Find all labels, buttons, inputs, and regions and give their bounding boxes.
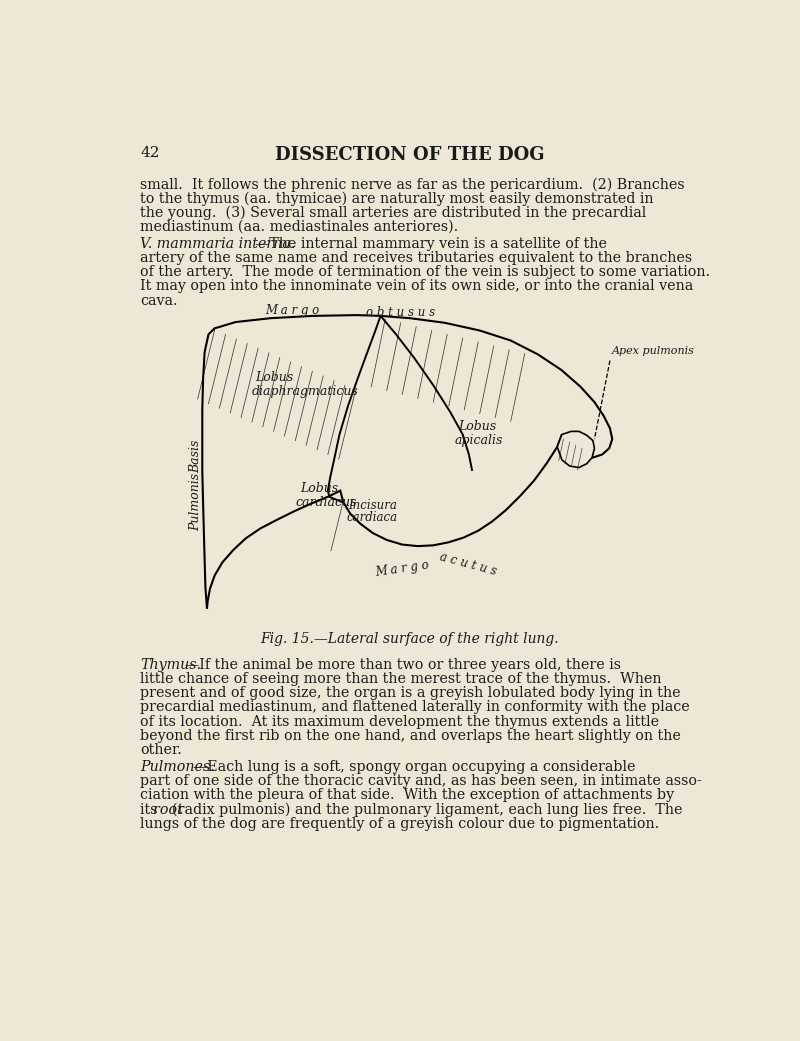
Text: of its location.  At its maximum development the thymus extends a little: of its location. At its maximum developm… xyxy=(140,715,659,729)
Polygon shape xyxy=(202,315,612,609)
Text: Fig. 15.—Lateral surface of the right lung.: Fig. 15.—Lateral surface of the right lu… xyxy=(261,632,559,645)
Text: —The internal mammary vein is a satellite of the: —The internal mammary vein is a satellit… xyxy=(255,236,607,251)
Text: its: its xyxy=(140,803,162,816)
Text: of the artery.  The mode of termination of the vein is subject to some variation: of the artery. The mode of termination o… xyxy=(140,265,710,279)
Text: —Each lung is a soft, spongy organ occupying a considerable: —Each lung is a soft, spongy organ occup… xyxy=(193,760,635,773)
Text: Pulmonis: Pulmonis xyxy=(190,474,202,531)
Text: Incisura: Incisura xyxy=(348,499,397,512)
Text: part of one side of the thoracic cavity and, as has been seen, in intimate asso-: part of one side of the thoracic cavity … xyxy=(140,775,702,788)
Text: Lobus: Lobus xyxy=(458,421,496,433)
Text: to the thymus (aa. thymicae) are naturally most easily demonstrated in: to the thymus (aa. thymicae) are natural… xyxy=(140,192,654,206)
Text: root: root xyxy=(154,803,183,816)
Text: little chance of seeing more than the merest trace of the thymus.  When: little chance of seeing more than the me… xyxy=(140,672,662,686)
Text: other.: other. xyxy=(140,743,182,757)
Text: —If the animal be more than two or three years old, there is: —If the animal be more than two or three… xyxy=(186,658,622,671)
Text: Pulmones.: Pulmones. xyxy=(140,760,215,773)
Text: V. mammaria interna.: V. mammaria interna. xyxy=(140,236,296,251)
Text: lungs of the dog are frequently of a greyish colour due to pigmentation.: lungs of the dog are frequently of a gre… xyxy=(140,817,659,831)
Text: ciation with the pleura of that side.  With the exception of attachments by: ciation with the pleura of that side. Wi… xyxy=(140,788,674,803)
Text: a c u t u s: a c u t u s xyxy=(438,551,498,579)
Text: small.  It follows the phrenic nerve as far as the pericardium.  (2) Branches: small. It follows the phrenic nerve as f… xyxy=(140,177,685,192)
Text: Lobus: Lobus xyxy=(255,371,293,384)
Text: DISSECTION OF THE DOG: DISSECTION OF THE DOG xyxy=(275,147,545,164)
Polygon shape xyxy=(558,431,594,467)
Text: mediastinum (aa. mediastinales anteriores).: mediastinum (aa. mediastinales anteriore… xyxy=(140,220,458,234)
Text: Lobus: Lobus xyxy=(300,482,338,494)
Text: Basis: Basis xyxy=(190,439,202,473)
Text: cava.: cava. xyxy=(140,294,178,307)
Text: apicalis: apicalis xyxy=(455,434,503,448)
Text: Apex pulmonis: Apex pulmonis xyxy=(611,346,694,356)
Text: beyond the first rib on the one hand, and overlaps the heart slightly on the: beyond the first rib on the one hand, an… xyxy=(140,729,681,743)
Text: diaphragmaticus: diaphragmaticus xyxy=(252,385,358,398)
Text: the young.  (3) Several small arteries are distributed in the precardial: the young. (3) Several small arteries ar… xyxy=(140,206,646,220)
Text: o b t u s u s: o b t u s u s xyxy=(366,306,435,319)
Text: It may open into the innominate vein of its own side, or into the cranial vena: It may open into the innominate vein of … xyxy=(140,279,694,294)
Text: cardiaca: cardiaca xyxy=(346,511,398,524)
Text: present and of good size, the organ is a greyish lobulated body lying in the: present and of good size, the organ is a… xyxy=(140,686,681,701)
Text: M a r g o: M a r g o xyxy=(265,304,319,316)
Text: artery of the same name and receives tributaries equivalent to the branches: artery of the same name and receives tri… xyxy=(140,251,693,264)
Text: 42: 42 xyxy=(140,147,160,160)
Text: cardiacus: cardiacus xyxy=(295,496,357,509)
Text: (radix pulmonis) and the pulmonary ligament, each lung lies free.  The: (radix pulmonis) and the pulmonary ligam… xyxy=(172,803,682,817)
Text: Thymus.: Thymus. xyxy=(140,658,202,671)
Text: M a r g o: M a r g o xyxy=(374,558,430,579)
Text: precardial mediastinum, and flattened laterally in conformity with the place: precardial mediastinum, and flattened la… xyxy=(140,701,690,714)
